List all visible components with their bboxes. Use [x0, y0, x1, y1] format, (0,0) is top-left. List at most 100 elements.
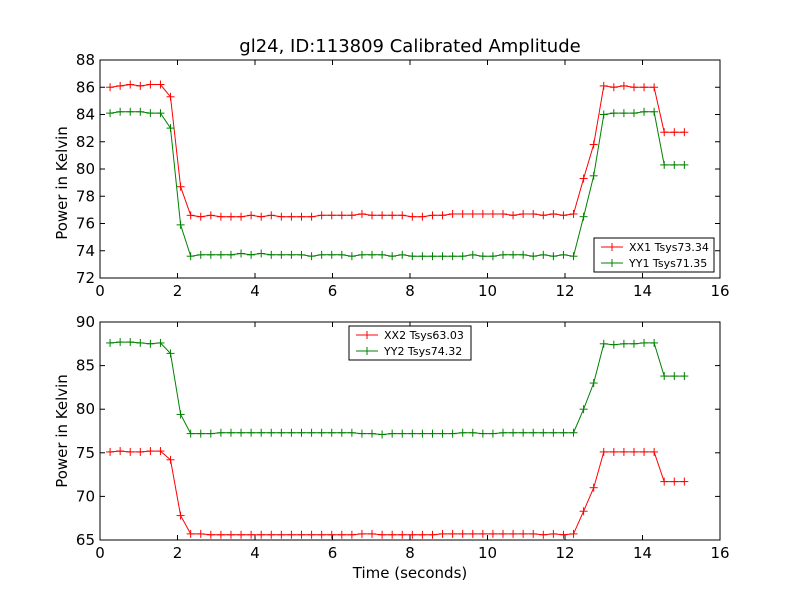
series-line-1	[110, 450, 685, 536]
data-point	[478, 252, 487, 261]
data-point	[297, 530, 306, 539]
y-tick-label: 75	[76, 444, 95, 462]
data-point	[116, 447, 125, 456]
data-point	[226, 530, 235, 539]
data-point	[549, 252, 558, 261]
data-point	[458, 252, 467, 261]
data-point	[640, 107, 649, 116]
data-point	[186, 429, 195, 438]
data-point	[569, 252, 578, 261]
data-point	[136, 107, 145, 116]
legend: XX1 Tsys73.34 YY1 Tsys71.35	[593, 237, 715, 273]
data-point	[106, 109, 115, 118]
data-point	[599, 81, 608, 90]
data-point	[267, 530, 276, 539]
y-tick-label: 80	[76, 160, 95, 178]
data-point	[337, 211, 346, 220]
data-point	[619, 447, 628, 456]
data-point	[106, 83, 115, 92]
data-point	[156, 447, 165, 456]
data-point	[357, 250, 366, 259]
data-point	[478, 529, 487, 538]
data-point	[176, 182, 185, 191]
data-point	[176, 220, 185, 229]
data-point	[458, 529, 467, 538]
data-point	[599, 110, 608, 119]
data-point	[539, 250, 548, 259]
data-point	[670, 128, 679, 137]
y-tick-label: 72	[76, 269, 95, 287]
data-point	[629, 109, 638, 118]
data-point	[478, 209, 487, 218]
data-point	[428, 252, 437, 261]
data-point	[499, 428, 507, 437]
data-point	[478, 429, 487, 438]
data-point	[136, 81, 145, 90]
data-point	[629, 447, 638, 456]
data-point	[629, 83, 638, 92]
data-point	[126, 338, 135, 347]
x-tick-label: 16	[710, 282, 729, 300]
data-point	[670, 160, 679, 169]
data-point	[529, 529, 538, 538]
data-point	[408, 429, 417, 438]
data-point	[226, 212, 235, 221]
x-tick-label: 14	[633, 544, 652, 562]
data-point	[519, 428, 528, 437]
data-point	[216, 530, 225, 539]
x-tick-label: 0	[95, 544, 105, 562]
data-point	[176, 410, 185, 419]
data-point	[468, 529, 477, 538]
y-tick-label: 70	[76, 487, 95, 505]
x-tick-label: 0	[95, 282, 105, 300]
data-point	[146, 109, 155, 118]
data-point	[277, 428, 286, 437]
data-point	[337, 530, 346, 539]
data-point	[448, 429, 457, 438]
data-point	[408, 530, 417, 539]
data-point	[297, 212, 306, 221]
data-point	[388, 429, 397, 438]
data-point	[488, 429, 497, 438]
data-point	[509, 428, 518, 437]
y-tick-label: 90	[76, 313, 95, 331]
data-point	[136, 338, 145, 347]
data-point	[609, 447, 618, 456]
data-point	[680, 160, 689, 169]
data-point	[247, 428, 256, 437]
data-point	[539, 428, 548, 437]
data-point	[398, 429, 407, 438]
data-point	[458, 209, 467, 218]
data-point	[680, 128, 689, 137]
data-point	[287, 530, 296, 539]
data-point	[196, 529, 205, 538]
data-point	[660, 477, 669, 486]
x-tick-label: 12	[555, 544, 574, 562]
y-tick-label: 78	[76, 187, 95, 205]
data-point	[368, 529, 377, 538]
data-point	[216, 212, 225, 221]
data-point	[378, 430, 387, 439]
data-point	[116, 81, 125, 90]
data-point	[337, 428, 346, 437]
data-point	[357, 529, 366, 538]
data-point	[680, 477, 689, 486]
y-tick-label: 88	[76, 51, 95, 69]
data-point	[297, 250, 306, 259]
y-axis-label: Power in Kelvin	[53, 374, 71, 488]
data-point	[488, 252, 497, 261]
data-point	[307, 212, 316, 221]
data-point	[337, 250, 346, 259]
data-point	[619, 109, 628, 118]
data-point	[226, 428, 235, 437]
data-point	[186, 211, 195, 220]
data-point	[146, 447, 155, 456]
data-point	[126, 447, 135, 456]
data-point	[257, 530, 266, 539]
data-point	[146, 80, 155, 89]
data-point	[448, 529, 457, 538]
data-point	[287, 250, 296, 259]
data-point	[156, 80, 165, 89]
data-point	[579, 174, 588, 183]
series-line-2	[110, 111, 685, 257]
